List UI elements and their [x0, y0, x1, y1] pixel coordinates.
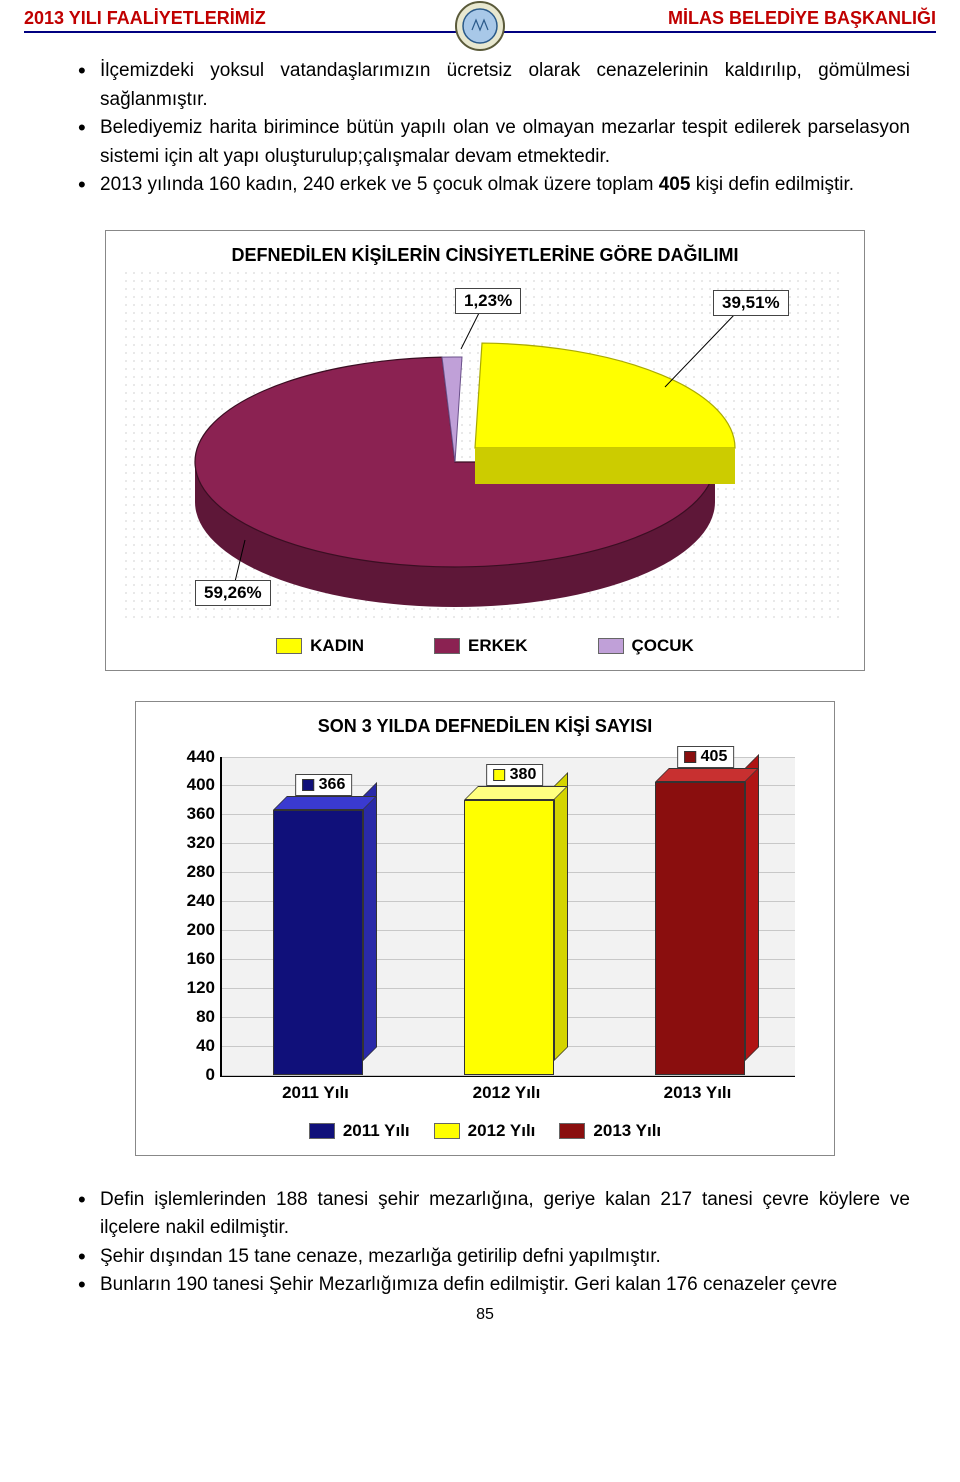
pie-chart-panel: DEFNEDİLEN KİŞİLERİN CİNSİYETLERİNE GÖRE…: [105, 230, 865, 671]
bar-plot-region: [220, 757, 795, 1077]
bottom-bullets: Defin işlemlerinden 188 tanesi şehir mez…: [60, 1186, 910, 1300]
swatch-icon: [434, 1123, 460, 1139]
swatch-icon: [434, 638, 460, 654]
bar-3d: [273, 810, 363, 1075]
ytick-label: 440: [165, 747, 215, 767]
bullet-item: Şehir dışından 15 tane cenaze, mezarlığa…: [78, 1243, 910, 1272]
pie-svg: [125, 272, 845, 622]
bullet-item: 2013 yılında 160 kadın, 240 erkek ve 5 ç…: [78, 171, 910, 200]
legend-label: 2011 Yılı: [343, 1121, 410, 1141]
ytick-label: 240: [165, 891, 215, 911]
legend-label: 2012 Yılı: [468, 1121, 536, 1141]
ytick-label: 400: [165, 775, 215, 795]
bullet-item: Bunların 190 tanesi Şehir Mezarlığımıza …: [78, 1271, 910, 1300]
bar-chart-panel: SON 3 YILDA DEFNEDİLEN KİŞİ SAYISI 0 40 80…: [135, 701, 835, 1156]
bar-value-label: 380: [486, 764, 544, 786]
bar-legend: 2011 Yılı 2012 Yılı 2013 Yılı: [146, 1121, 824, 1141]
ytick-label: 80: [165, 1007, 215, 1027]
bullet-text: 2013 yılında 160 kadın, 240 erkek ve 5 ç…: [100, 174, 659, 195]
pie-label-cocuk: 1,23%: [455, 288, 521, 314]
bar-chart-area: 0 40 80 120 160 200 240 280 320 360 400 440 366 2011 …: [165, 747, 805, 1107]
ytick-label: 200: [165, 920, 215, 940]
page-header: 2013 YILI FAALİYETLERİMİZ MİLAS BELEDİYE…: [0, 0, 960, 29]
legend-label: 2013 Yılı: [593, 1121, 661, 1141]
xtick-label: 2012 Yılı: [473, 1083, 541, 1103]
bullet-item: İlçemizdeki yoksul vatandaşlarımızın ücr…: [78, 57, 910, 114]
header-left-text: 2013 YILI FAALİYETLERİMİZ: [24, 8, 266, 29]
bar-value-label: 405: [677, 746, 735, 768]
bar-legend-item: 2013 Yılı: [559, 1121, 661, 1141]
pie-label-erkek: 59,26%: [195, 580, 271, 606]
swatch-icon: [309, 1123, 335, 1139]
ytick-label: 120: [165, 978, 215, 998]
pie-legend: KADIN ERKEK ÇOCUK: [116, 636, 854, 656]
top-bullets: İlçemizdeki yoksul vatandaşlarımızın ücr…: [60, 57, 910, 200]
page-content: İlçemizdeki yoksul vatandaşlarımızın ücr…: [0, 33, 960, 1334]
ytick-label: 360: [165, 804, 215, 824]
ytick-label: 40: [165, 1036, 215, 1056]
bullet-item: Belediyemiz harita birimince bütün yapıl…: [78, 114, 910, 171]
swatch-icon: [559, 1123, 585, 1139]
bar-value-label: 366: [295, 774, 353, 796]
legend-cocuk: ÇOCUK: [598, 636, 694, 656]
pie-chart-title: DEFNEDİLEN KİŞİLERİN CİNSİYETLERİNE GÖRE…: [116, 245, 854, 266]
pie-chart-area: 1,23% 39,51% 59,26%: [125, 272, 845, 622]
ytick-label: 0: [165, 1065, 215, 1085]
swatch-icon: [276, 638, 302, 654]
ytick-label: 160: [165, 949, 215, 969]
legend-kadin: KADIN: [276, 636, 364, 656]
bar-legend-item: 2011 Yılı: [309, 1121, 410, 1141]
bar-3d: [464, 800, 554, 1075]
legend-label: ÇOCUK: [632, 636, 694, 656]
bullet-text: kişi defin edilmiştir.: [690, 174, 854, 195]
page-number: 85: [60, 1306, 910, 1324]
ytick-label: 280: [165, 862, 215, 882]
legend-label: KADIN: [310, 636, 364, 656]
pie-label-kadin: 39,51%: [713, 290, 789, 316]
bullet-item: Defin işlemlerinden 188 tanesi şehir mez…: [78, 1186, 910, 1243]
bar-3d: [655, 782, 745, 1075]
xtick-label: 2011 Yılı: [282, 1083, 349, 1103]
bar-legend-item: 2012 Yılı: [434, 1121, 536, 1141]
header-logo: [454, 0, 506, 52]
bullet-bold: 405: [659, 174, 691, 195]
ytick-label: 320: [165, 833, 215, 853]
header-right-text: MİLAS BELEDİYE BAŞKANLIĞI: [668, 8, 936, 29]
swatch-icon: [598, 638, 624, 654]
bar-chart-title: SON 3 YILDA DEFNEDİLEN KİŞİ SAYISI: [146, 716, 824, 737]
legend-label: ERKEK: [468, 636, 528, 656]
xtick-label: 2013 Yılı: [664, 1083, 732, 1103]
legend-erkek: ERKEK: [434, 636, 528, 656]
